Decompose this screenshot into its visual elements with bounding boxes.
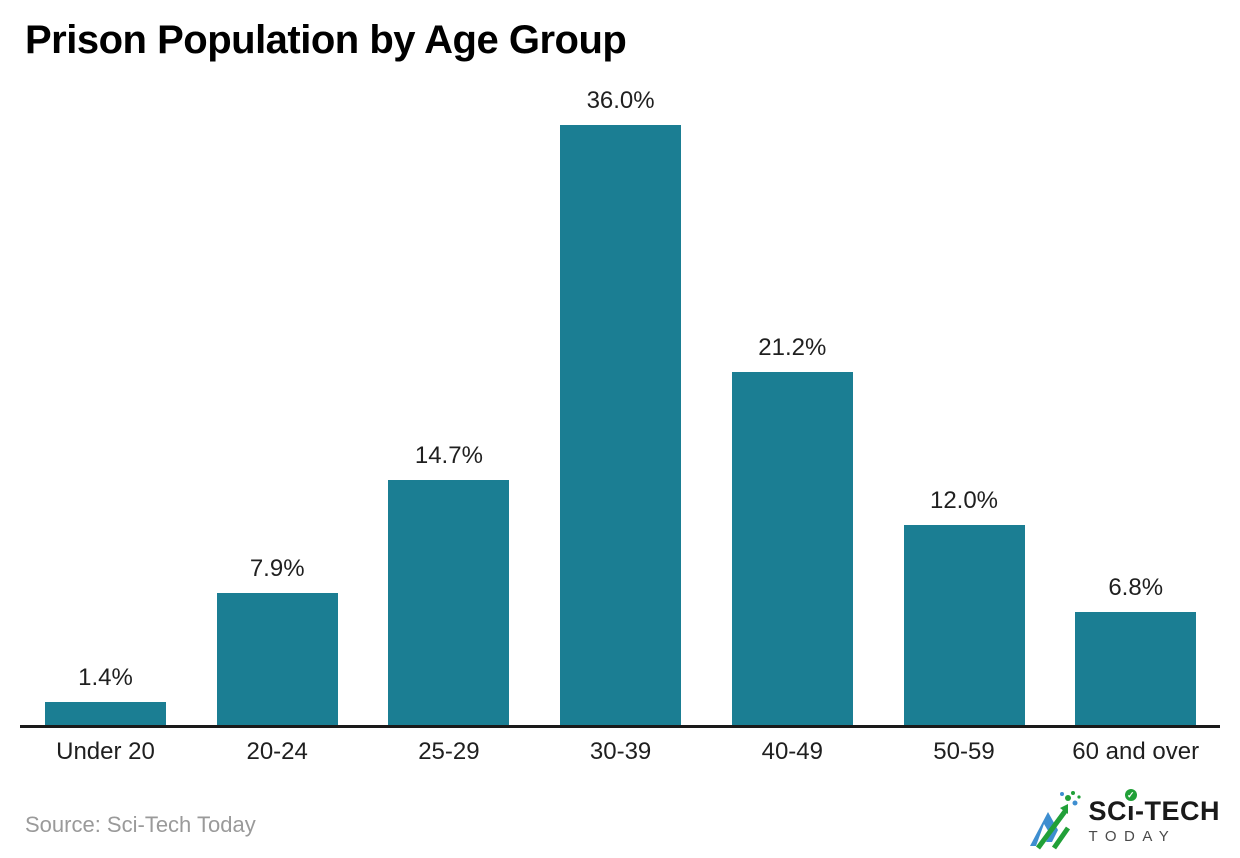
logo-subtext: TODAY (1088, 828, 1177, 846)
bar-value-label: 1.4% (78, 663, 133, 691)
bar-value-label: 36.0% (586, 87, 655, 114)
x-axis-line (20, 725, 1220, 728)
bar-value-label: 7.9% (249, 555, 305, 583)
logo-triangle-icon (1030, 791, 1082, 850)
bar (45, 701, 166, 725)
bar (388, 480, 510, 725)
bar-value-label: 14.7% (414, 442, 483, 469)
bar (903, 525, 1025, 725)
bar-value-label: 21.2% (758, 333, 827, 361)
bar (1075, 611, 1197, 725)
chart-title: Prison Population by Age Group (25, 18, 627, 62)
x-axis-label: 60 and over (1072, 738, 1200, 765)
logo-check-icon: ✓ (1124, 788, 1137, 801)
source-note: Source: Sci-Tech Today (25, 812, 256, 837)
bar (731, 371, 853, 725)
logo-suffix: -TECH (1135, 795, 1220, 826)
logo-prefix: SC (1088, 795, 1127, 826)
x-axis-label: 30-39 (589, 738, 652, 765)
x-axis-label: 25-29 (418, 738, 480, 765)
logo-i-letter: ı ✓ (1124, 788, 1137, 826)
logo-wordmark: SCı ✓ -TECH (1088, 788, 1220, 826)
logo-text-block: SCı ✓ -TECH TODAY (1088, 788, 1220, 846)
bar (560, 125, 682, 725)
bar-value-label: 12.0% (929, 487, 999, 514)
x-axis-label: 20-24 (246, 738, 308, 765)
bar (216, 593, 338, 725)
x-axis-label: 40-49 (761, 738, 823, 765)
x-axis-label: 50-59 (933, 738, 995, 765)
bar-value-label: 6.8% (1108, 573, 1164, 601)
x-axis-label: Under 20 (56, 738, 155, 765)
scitech-today-logo[interactable]: SCı ✓ -TECH TODAY (1028, 788, 1220, 852)
